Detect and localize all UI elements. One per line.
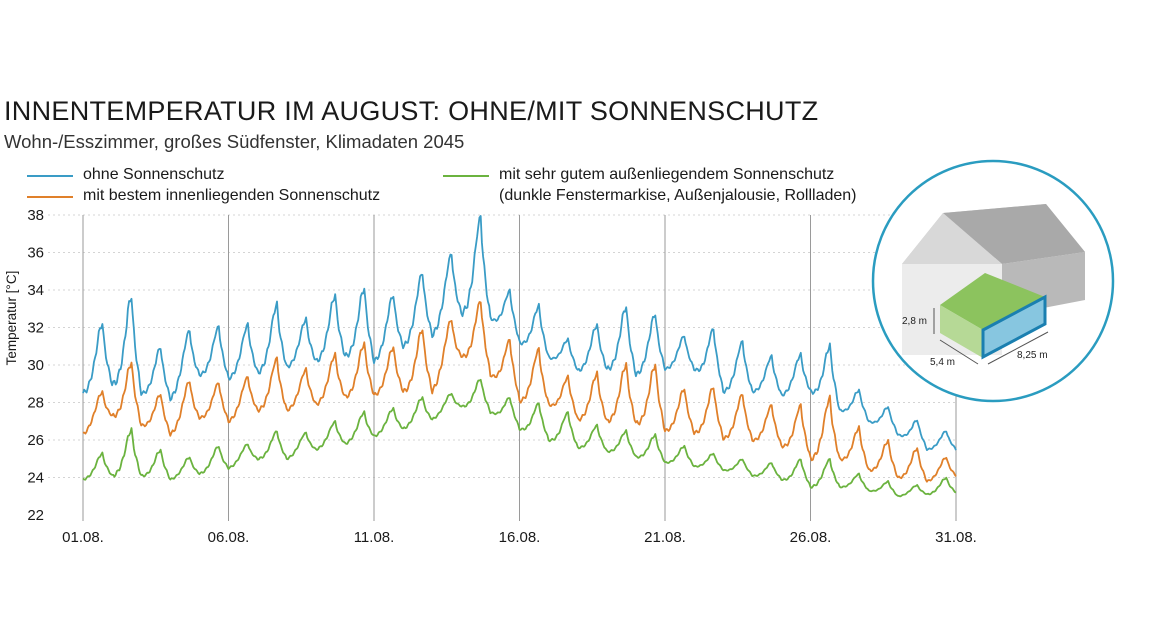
room-side-left [940, 305, 983, 358]
y-tick-label: 22 [27, 507, 44, 524]
x-tick-label: 01.08. [62, 529, 104, 546]
depth-dimension [939, 339, 979, 365]
y-tick-label: 26 [27, 432, 44, 449]
x-tick-label: 16.08. [499, 529, 541, 546]
x-tick-label: 11.08. [354, 529, 395, 546]
legend-label-aussen: mit sehr gutem außenliegendem Sonnenschu… [499, 166, 835, 183]
room-diagram: 2,8 m 5,4 m 8,25 m [871, 159, 1115, 403]
y-tick-label: 24 [27, 470, 44, 487]
legend-label-innen: mit bestem innenliegenden Sonnenschutz [83, 187, 381, 204]
y-tick-label: 32 [27, 320, 44, 337]
legend-swatch-innen [27, 196, 73, 198]
legend-swatch-ohne [27, 175, 73, 177]
y-tick-label: 30 [27, 357, 44, 374]
legend-label-aussen-detail: (dunkle Fenstermarkise, Außenjalousie, R… [499, 187, 857, 204]
y-tick-label: 28 [27, 395, 44, 412]
x-tick-label: 31.08. [935, 529, 977, 546]
series-line-ohne [82, 215, 957, 452]
series-line-aussen [82, 378, 957, 498]
y-axis: 22 24 26 28 30 32 34 36 38 [27, 207, 44, 524]
room-width-label: 8,25 m [1017, 350, 1048, 361]
width-dimension [987, 331, 1049, 365]
series-line-innen [82, 301, 957, 483]
y-tick-label: 34 [27, 282, 44, 299]
y-tick-label: 38 [27, 207, 44, 224]
room-depth-label: 5,4 m [930, 357, 955, 368]
chart-title: INNENTEMPERATUR IM AUGUST: OHNE/MIT SONN… [4, 96, 819, 126]
house-roof-main [943, 204, 1085, 264]
legend-label-ohne: ohne Sonnenschutz [83, 166, 225, 183]
y-tick-label: 36 [27, 245, 44, 262]
house-roof-left [902, 213, 1002, 264]
room-top [940, 273, 1045, 330]
chart-subtitle: Wohn-/Esszimmer, großes Südfenster, Klim… [4, 131, 465, 152]
x-tick-label: 26.08. [790, 529, 832, 546]
room-window-front [981, 294, 1047, 360]
y-axis-label: Temperatur [°C] [4, 271, 19, 366]
series-lines [82, 215, 957, 498]
x-tick-label: 06.08. [208, 529, 250, 546]
x-tick-label: 21.08. [644, 529, 686, 546]
legend-swatch-aussen [443, 175, 489, 177]
grid-lines [48, 214, 957, 521]
room-height-label: 2,8 m [902, 316, 927, 327]
x-axis: 01.08. 06.08. 11.08. 16.08. 21.08. 26.08. 31.0… [62, 529, 977, 546]
